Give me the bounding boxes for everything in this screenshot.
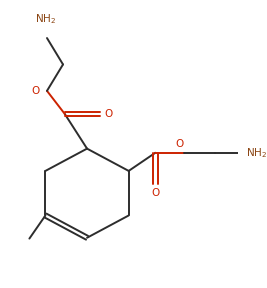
Text: O: O [32, 86, 40, 96]
Text: O: O [105, 109, 113, 119]
Text: O: O [151, 188, 159, 198]
Text: NH$_2$: NH$_2$ [246, 146, 267, 160]
Text: O: O [175, 139, 183, 149]
Text: NH$_2$: NH$_2$ [35, 13, 56, 26]
